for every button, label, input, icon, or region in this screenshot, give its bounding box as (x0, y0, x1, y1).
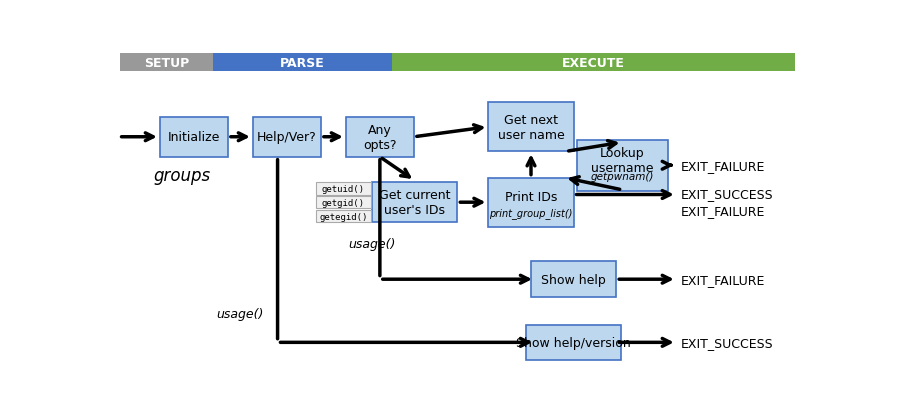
FancyBboxPatch shape (346, 117, 414, 157)
FancyBboxPatch shape (372, 183, 457, 222)
Text: PARSE: PARSE (280, 56, 325, 70)
FancyBboxPatch shape (316, 183, 371, 195)
Text: Get next
user name: Get next user name (498, 113, 564, 142)
Text: usage(): usage() (348, 237, 396, 250)
FancyBboxPatch shape (531, 262, 617, 297)
FancyBboxPatch shape (489, 178, 573, 227)
Text: getgid(): getgid() (322, 198, 364, 207)
Text: usage(): usage() (217, 308, 264, 321)
Text: Lookup
username: Lookup username (591, 146, 653, 174)
FancyBboxPatch shape (316, 197, 371, 209)
Text: EXIT_FAILURE: EXIT_FAILURE (680, 160, 765, 172)
Text: getuid(): getuid() (322, 184, 364, 193)
FancyBboxPatch shape (213, 54, 392, 72)
Text: groups: groups (154, 167, 211, 185)
FancyBboxPatch shape (121, 54, 213, 72)
Text: Show help/version: Show help/version (517, 336, 631, 349)
FancyBboxPatch shape (489, 103, 573, 152)
Text: Get current
user's IDs: Get current user's IDs (379, 189, 451, 217)
FancyBboxPatch shape (526, 325, 621, 360)
FancyBboxPatch shape (316, 210, 371, 222)
Text: EXIT_SUCCESS: EXIT_SUCCESS (680, 188, 773, 201)
Text: getegid(): getegid() (320, 212, 367, 221)
Text: SETUP: SETUP (144, 56, 189, 70)
Text: getpwnam(): getpwnam() (590, 172, 654, 182)
Text: print_group_list(): print_group_list() (490, 208, 572, 219)
Text: Any
opts?: Any opts? (363, 124, 397, 151)
Text: EXIT_FAILURE: EXIT_FAILURE (680, 273, 765, 286)
FancyBboxPatch shape (577, 140, 668, 191)
Text: Initialize: Initialize (167, 131, 220, 144)
Text: EXIT_SUCCESS: EXIT_SUCCESS (680, 336, 773, 349)
Text: Print IDs: Print IDs (505, 191, 557, 204)
Text: EXECUTE: EXECUTE (562, 56, 625, 70)
FancyBboxPatch shape (392, 54, 795, 72)
FancyBboxPatch shape (253, 117, 321, 157)
Text: EXIT_FAILURE: EXIT_FAILURE (680, 204, 765, 218)
Text: Help/Ver?: Help/Ver? (257, 131, 317, 144)
Text: Show help: Show help (541, 273, 606, 286)
FancyBboxPatch shape (160, 117, 228, 157)
